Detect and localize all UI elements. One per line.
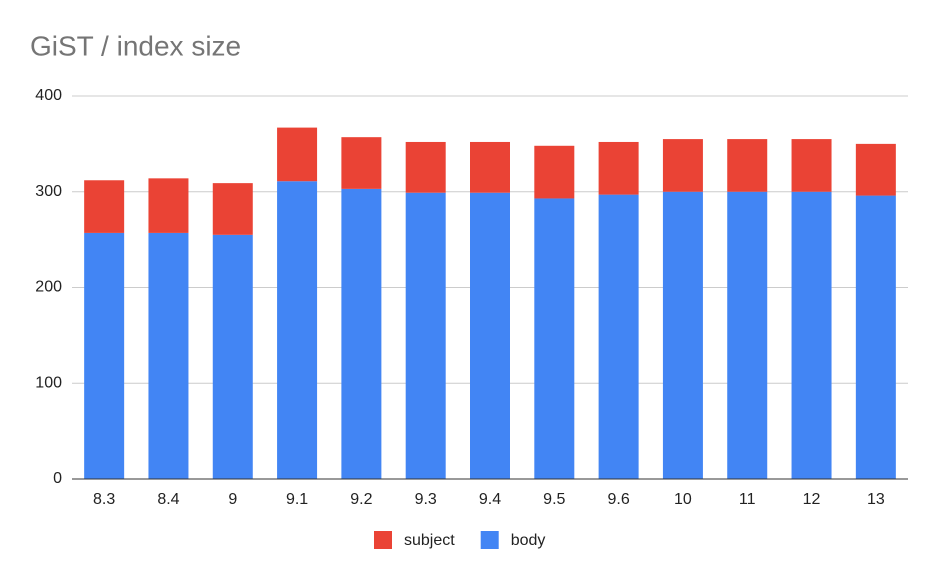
x-tick-label: 9.6 bbox=[607, 491, 629, 508]
bar-segment bbox=[855, 143, 896, 196]
bar-segment bbox=[662, 139, 703, 192]
bar-segment bbox=[84, 180, 125, 233]
bar-segment bbox=[534, 198, 575, 479]
chart-title: GiST / index size bbox=[30, 30, 241, 61]
bar-segment bbox=[855, 195, 896, 479]
x-tick-label: 8.4 bbox=[157, 491, 179, 508]
y-tick-label: 100 bbox=[35, 374, 62, 391]
bar-segment bbox=[598, 141, 639, 195]
x-tick-label: 9 bbox=[228, 491, 237, 508]
legend-label: body bbox=[511, 532, 546, 549]
y-tick-label: 0 bbox=[53, 470, 62, 487]
bar-segment bbox=[277, 127, 318, 182]
bar-segment bbox=[277, 181, 318, 479]
bar-segment bbox=[341, 188, 382, 479]
y-tick-label: 400 bbox=[35, 87, 62, 104]
bar-segment bbox=[470, 192, 510, 479]
x-tick-label: 9.5 bbox=[543, 491, 565, 508]
bar-segment bbox=[212, 234, 253, 479]
bar-segment bbox=[212, 183, 253, 235]
bar-segment bbox=[791, 191, 832, 479]
bar-segment bbox=[148, 232, 189, 479]
x-tick-label: 13 bbox=[867, 491, 885, 508]
bar-segment bbox=[598, 194, 639, 479]
bar-segment bbox=[405, 141, 446, 193]
bar-segment bbox=[84, 232, 125, 479]
x-tick-label: 10 bbox=[674, 491, 692, 508]
bar-segment bbox=[470, 141, 510, 193]
legend-label: subject bbox=[404, 532, 455, 549]
bar-segment bbox=[534, 145, 575, 199]
x-tick-label: 8.3 bbox=[93, 491, 115, 508]
y-tick-label: 200 bbox=[35, 279, 62, 296]
bar-segment bbox=[727, 191, 768, 479]
legend-swatch bbox=[374, 531, 392, 549]
y-tick-label: 300 bbox=[35, 183, 62, 200]
x-tick-label: 9.1 bbox=[286, 491, 308, 508]
x-tick-label: 9.3 bbox=[415, 491, 437, 508]
legend-swatch bbox=[480, 531, 499, 549]
bar-segment bbox=[791, 139, 832, 192]
bar-segment bbox=[341, 137, 382, 189]
x-tick-label: 9.2 bbox=[350, 491, 372, 508]
x-tick-label: 11 bbox=[739, 491, 756, 508]
bar-segment bbox=[148, 178, 189, 233]
bar-segment bbox=[405, 192, 446, 479]
x-tick-label: 12 bbox=[803, 491, 821, 508]
bar-segment bbox=[662, 191, 703, 479]
x-tick-label: 9.4 bbox=[479, 491, 501, 508]
bar-segment bbox=[727, 139, 768, 192]
